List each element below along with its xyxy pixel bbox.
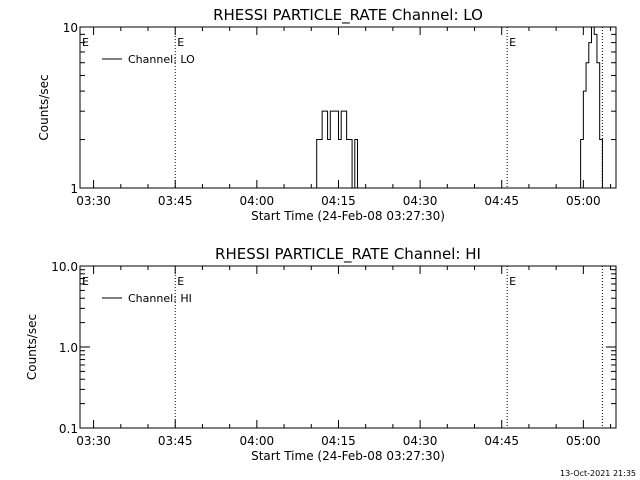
chart0-legend-label: Channel: LO <box>128 53 195 66</box>
chart1-legend-label: Channel: HI <box>128 292 192 305</box>
chart1-edge-marker-label: E <box>82 275 89 288</box>
chart1-y-tick-label: 0.1 <box>59 422 78 436</box>
footer-timestamp: 13-Oct-2021 21:35 <box>560 469 636 478</box>
chart0-y-tick-label: 10 <box>63 21 78 35</box>
chart0-event-marker-label: E <box>509 36 516 49</box>
chart0-x-tick-label: 05:00 <box>566 194 601 208</box>
chart1-y-axis-label: Counts/sec <box>25 314 39 380</box>
lo-channel-panel: RHESSI PARTICLE_RATE Channel: LO 03:30 03:… <box>37 6 617 223</box>
chart0-x-tick-label: 04:00 <box>240 194 275 208</box>
chart0-x-axis-label: Start Time (24-Feb-08 03:27:30) <box>251 209 445 223</box>
chart1-x-tick-label: 03:30 <box>76 434 111 448</box>
chart1-x-tick-label: 04:00 <box>240 434 275 448</box>
chart1-y-tick-label: 10.0 <box>51 260 78 274</box>
chart0-edge-marker-label: E <box>82 36 89 49</box>
chart1-x-tick-label: 04:30 <box>403 434 438 448</box>
chart0-x-tick-label: 04:30 <box>403 194 438 208</box>
chart0-y-tick-label: 1 <box>70 182 78 196</box>
chart0-series-line <box>313 27 606 188</box>
chart0-x-tick-label: 04:45 <box>484 194 519 208</box>
chart1-event-marker-label: E <box>177 275 184 288</box>
chart1-x-tick-label: 04:15 <box>321 434 356 448</box>
chart0-plot-frame <box>79 26 617 189</box>
chart1-x-tick-label: 03:45 <box>158 434 193 448</box>
chart1-event-marker-label: E <box>509 275 516 288</box>
chart1-x-tick-label: 04:45 <box>484 434 519 448</box>
chart0-event-marker-label: E <box>177 36 184 49</box>
chart1-x-axis-label: Start Time (24-Feb-08 03:27:30) <box>251 449 445 463</box>
chart0-x-tick-label: 03:30 <box>76 194 111 208</box>
chart0-x-tick-label: 03:45 <box>158 194 193 208</box>
chart1-y-tick-label: 1.0 <box>59 341 78 355</box>
chart0-title: RHESSI PARTICLE_RATE Channel: LO <box>213 6 483 25</box>
chart1-title: RHESSI PARTICLE_RATE Channel: HI <box>215 245 481 264</box>
chart0-x-tick-label: 04:15 <box>321 194 356 208</box>
hi-channel-panel: RHESSI PARTICLE_RATE Channel: HI 03:30 03:… <box>25 245 617 463</box>
chart1-x-tick-label: 05:00 <box>566 434 601 448</box>
chart1-plot-frame <box>79 265 617 429</box>
chart0-y-axis-label: Counts/sec <box>37 74 51 140</box>
